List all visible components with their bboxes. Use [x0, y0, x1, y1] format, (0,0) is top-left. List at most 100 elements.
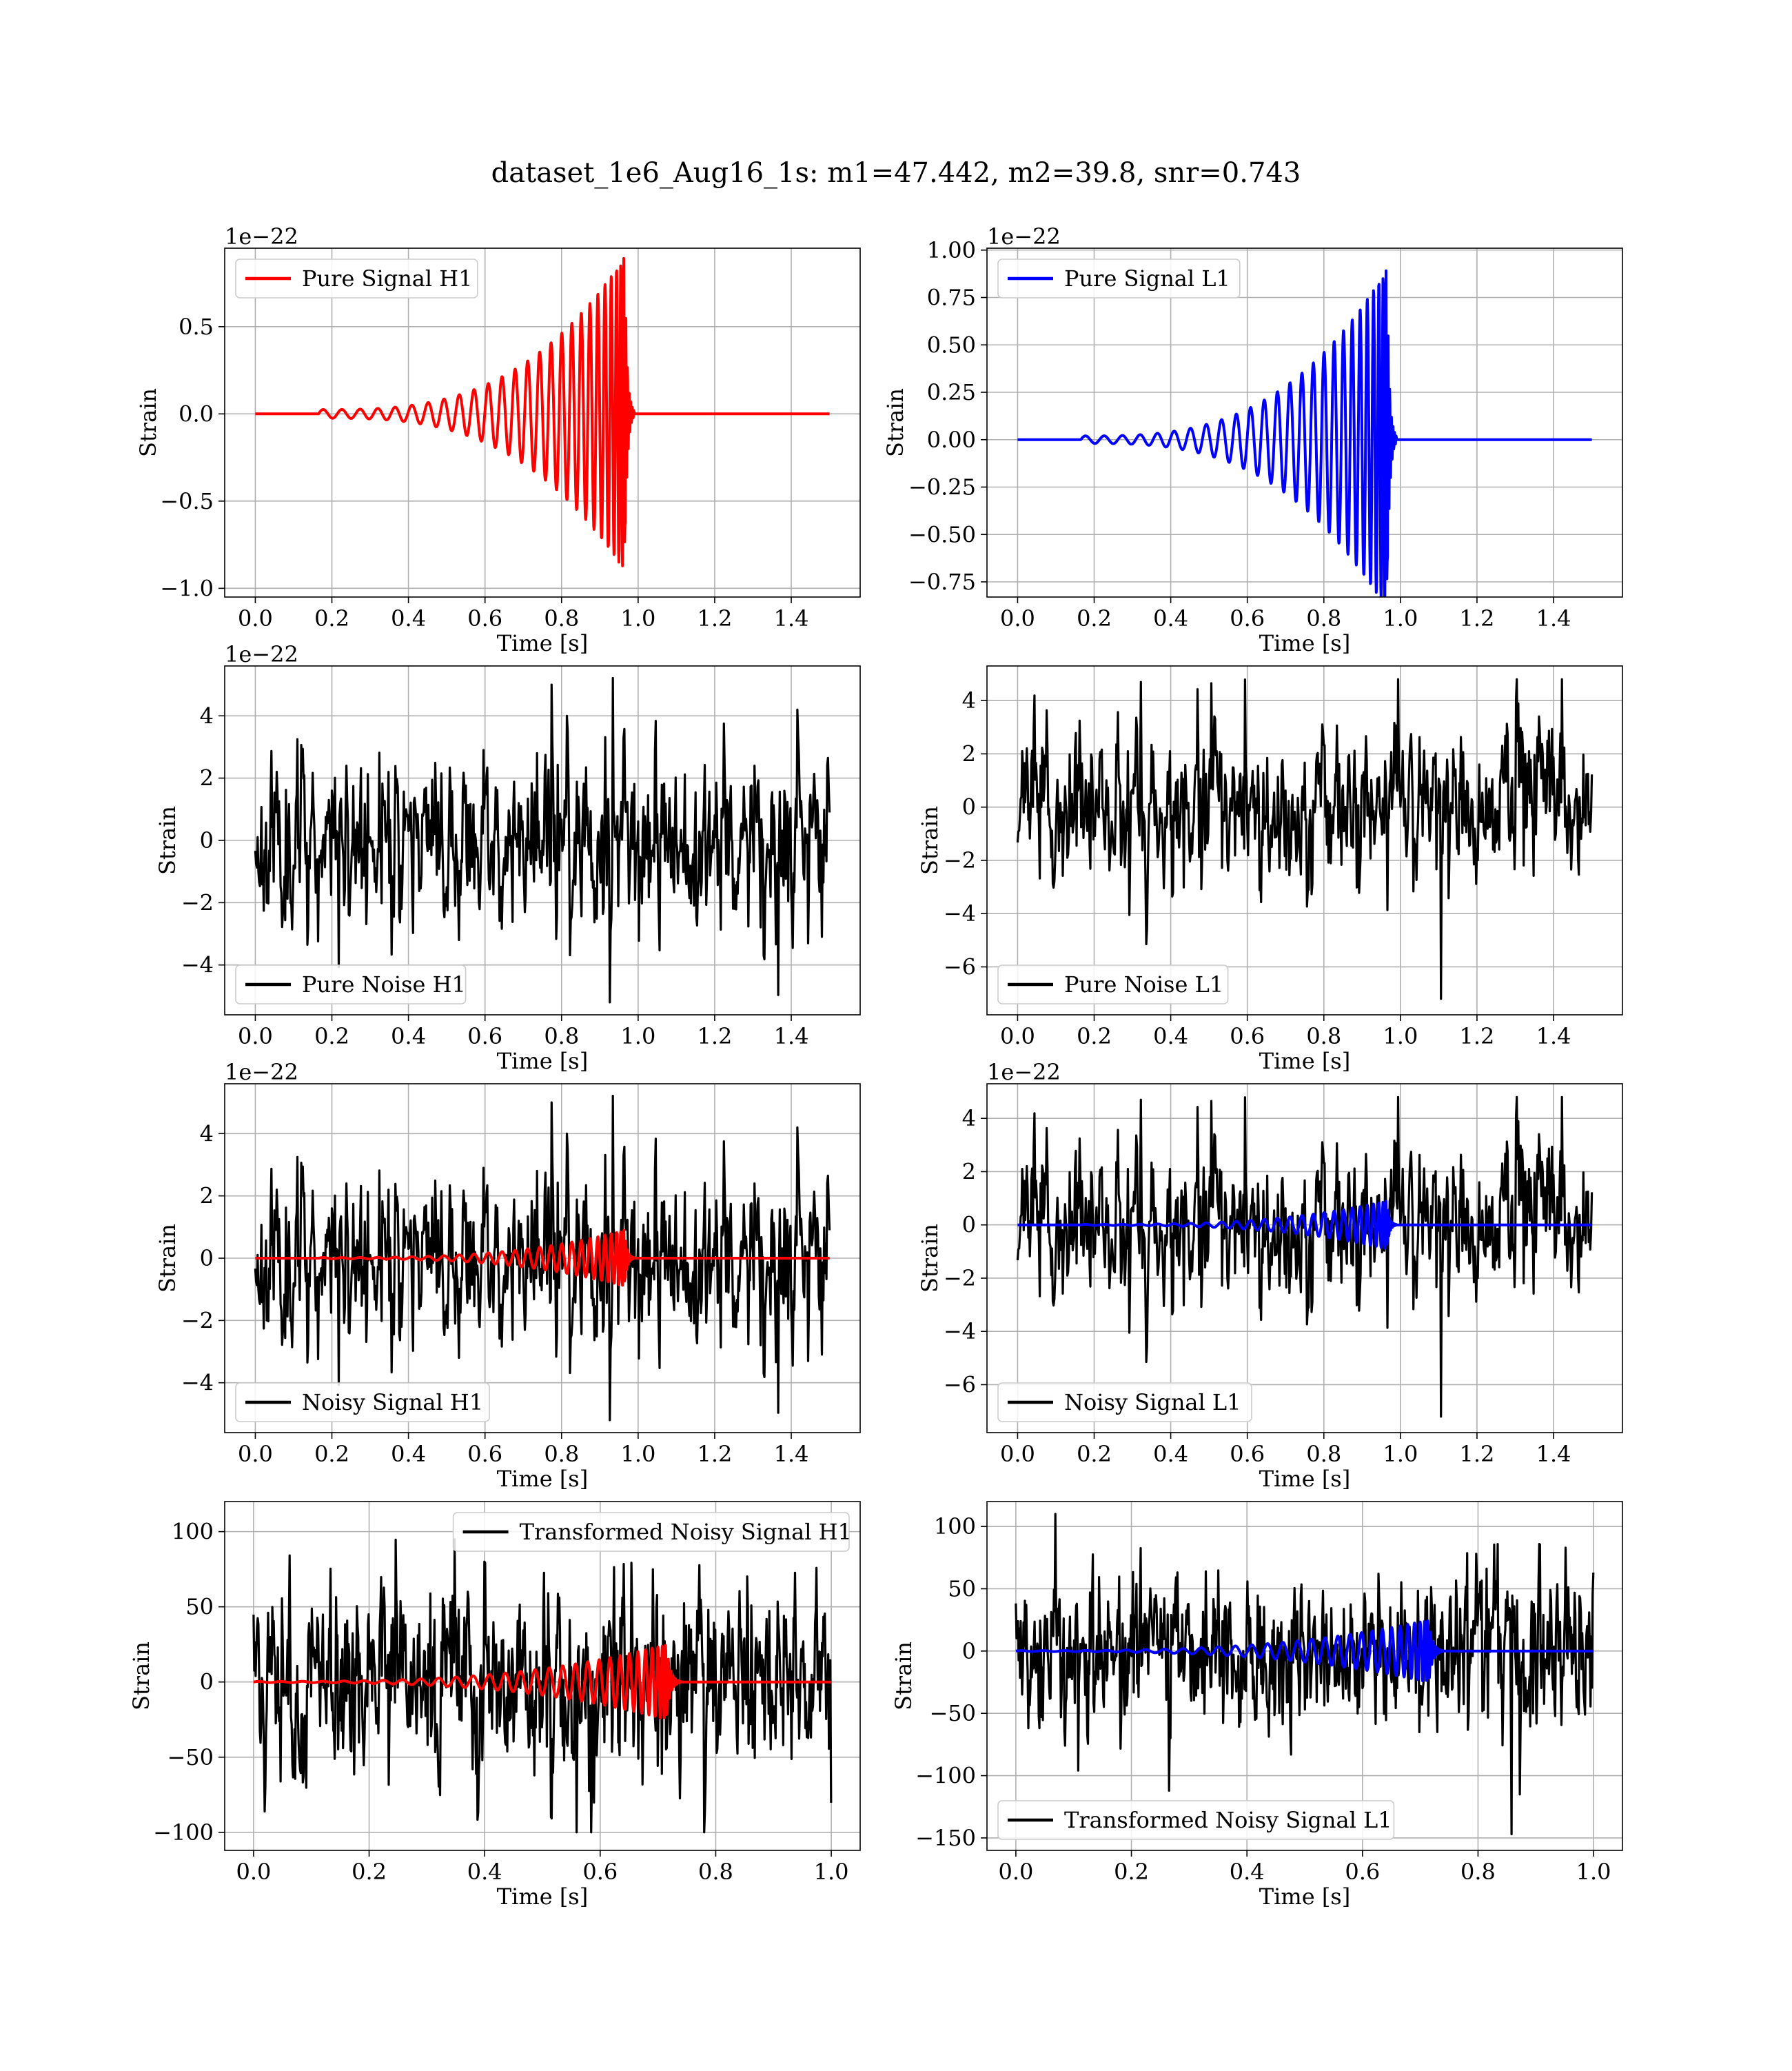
- x-tick-label: 0.4: [467, 1859, 502, 1885]
- x-tick-label: 1.0: [620, 1441, 655, 1467]
- x-tick-label: 0.0: [238, 605, 273, 632]
- y-tick-label: 4: [200, 1120, 214, 1146]
- x-tick-label: 0.6: [467, 605, 502, 632]
- series-line-noise: [1015, 1513, 1595, 1836]
- y-tick-label: 0.00: [927, 427, 976, 453]
- series-line-noise: [254, 676, 831, 1004]
- subplot-transformed-noisy-signal-h1: 0.0 0.2 0.4 0.6 0.8 1.0 −100 −50 0 50 100 Time [s] S…: [128, 1501, 861, 1910]
- series-line-signal: [252, 1644, 833, 1719]
- x-tick-label: 1.0: [620, 1023, 655, 1049]
- grid: [987, 1084, 1622, 1433]
- y-tick-label: −6: [944, 953, 976, 980]
- y-tick-label: −0.50: [908, 521, 976, 547]
- x-tick-label: 0.0: [1000, 605, 1035, 632]
- legend: Pure Signal L1: [997, 259, 1241, 299]
- y-tick-label: 0: [200, 1245, 214, 1271]
- x-tick-label: 0.4: [391, 605, 426, 632]
- y-offset-text: 1e−22: [987, 1059, 1061, 1085]
- legend-box: [997, 1800, 1395, 1840]
- legend-label: Pure Noise H1: [302, 971, 466, 998]
- y-tick-label: −0.5: [160, 488, 214, 514]
- x-axis-label: Time [s]: [1259, 1466, 1350, 1492]
- y-tick-label: −50: [167, 1744, 214, 1770]
- axes-frame: [986, 1501, 1623, 1851]
- x-tick-label: 1.2: [697, 605, 732, 632]
- x-tick-label: 0.4: [391, 1441, 426, 1467]
- legend: Pure Noise L1: [997, 964, 1229, 1004]
- y-tick-label: 50: [948, 1576, 976, 1602]
- x-tick-label: 1.0: [1383, 1441, 1418, 1467]
- y-offset-text: 1e−22: [225, 1059, 298, 1085]
- x-axis-label: Time [s]: [1259, 1883, 1350, 1910]
- x-tick-label: 0.6: [582, 1859, 618, 1885]
- x-tick-label: 1.2: [1459, 1441, 1494, 1467]
- y-tick-label: 4: [962, 1105, 976, 1131]
- x-tick-label: 0.6: [1230, 1441, 1265, 1467]
- y-tick-label: 2: [200, 1183, 214, 1209]
- legend-label: Pure Noise L1: [1064, 971, 1223, 998]
- x-tick-label: 0.0: [236, 1859, 271, 1885]
- y-axis-label: Strain: [917, 1224, 943, 1293]
- y-tick-label: −2: [944, 1265, 976, 1291]
- series-line-signal: [1016, 1200, 1594, 1250]
- x-tick-label: 0.4: [1230, 1859, 1265, 1885]
- x-tick-label: 0.4: [1153, 605, 1188, 632]
- y-axis-label: Strain: [135, 388, 161, 457]
- series-line-noise: [1016, 1095, 1594, 1418]
- axes-frame: [224, 1501, 861, 1851]
- x-tick-label: 1.2: [697, 1023, 732, 1049]
- x-tick-label: 0.8: [1306, 605, 1341, 632]
- y-tick-label: 0.5: [179, 314, 214, 340]
- axes-frame: [986, 247, 1623, 598]
- subplot-noisy-signal-h1: 0.0 0.2 0.4 0.6 0.8 1.0 1.2 1.4 −4 −2 0 2 4 Time [s] S…: [154, 1059, 861, 1492]
- x-tick-label: 0.0: [998, 1859, 1033, 1885]
- x-tick-label: 1.0: [620, 605, 655, 632]
- x-tick-label: 1.0: [1576, 1859, 1611, 1885]
- y-axis-label: Strain: [882, 388, 908, 457]
- legend: Transformed Noisy Signal H1: [452, 1512, 852, 1552]
- legend: Transformed Noisy Signal L1: [997, 1800, 1395, 1840]
- x-tick-label: 0.0: [238, 1441, 273, 1467]
- y-tick-label: 0: [962, 1638, 976, 1664]
- x-tick-label: 0.2: [1077, 1441, 1112, 1467]
- x-tick-label: 0.2: [1077, 1023, 1112, 1049]
- x-tick-label: 1.4: [774, 605, 809, 632]
- y-tick-label: −50: [929, 1700, 976, 1726]
- y-axis-label: Strain: [890, 1641, 917, 1710]
- y-tick-label: 1.00: [927, 237, 976, 263]
- x-tick-label: 0.8: [1306, 1441, 1341, 1467]
- subplot-pure-noise-h1: 0.0 0.2 0.4 0.6 0.8 1.0 1.2 1.4 −4 −2 0 2 4 Time [s] S…: [154, 641, 861, 1074]
- y-axis-label: Strain: [154, 1224, 181, 1293]
- legend-label: Transformed Noisy Signal H1: [520, 1519, 852, 1545]
- y-tick-label: −2: [944, 847, 976, 873]
- series-line-noise: [1016, 678, 1594, 1000]
- legend-box: [997, 964, 1229, 1004]
- y-tick-label: −4: [181, 952, 214, 978]
- legend: Pure Signal H1: [235, 259, 478, 299]
- subplot-pure-signal-l1: 0.0 0.2 0.4 0.6 0.8 1.0 1.2 1.4 −0.75 −0.50 −0.25 0…: [882, 223, 1623, 656]
- x-tick-label: 0.6: [1345, 1859, 1380, 1885]
- x-tick-label: 0.6: [1230, 605, 1265, 632]
- series-line-signal: [254, 256, 831, 567]
- y-tick-label: −100: [915, 1763, 976, 1789]
- y-tick-label: −4: [181, 1370, 214, 1396]
- subplot-noisy-signal-l1: 0.0 0.2 0.4 0.6 0.8 1.0 1.2 1.4 −6 −4 −2 0 2 4 Time [s…: [917, 1059, 1623, 1492]
- axes-frame: [986, 1083, 1623, 1433]
- y-tick-label: 0.50: [927, 332, 976, 358]
- x-tick-label: 0.6: [1230, 1023, 1265, 1049]
- figure-suptitle: dataset_1e6_Aug16_1s: m1=47.442, m2=39.8…: [491, 157, 1301, 189]
- x-axis-label: Time [s]: [497, 1883, 588, 1910]
- y-tick-label: 2: [200, 765, 214, 791]
- y-tick-label: 0.75: [927, 285, 976, 311]
- x-tick-label: 0.8: [544, 1441, 579, 1467]
- x-axis-label: Time [s]: [1259, 630, 1350, 656]
- x-tick-label: 0.2: [352, 1859, 387, 1885]
- x-axis-label: Time [s]: [1259, 1048, 1350, 1074]
- legend: Noisy Signal H1: [235, 1382, 490, 1422]
- x-tick-label: 1.0: [814, 1859, 849, 1885]
- x-axis-label: Time [s]: [497, 1466, 588, 1492]
- y-tick-label: 0: [962, 794, 976, 820]
- legend-label: Noisy Signal H1: [302, 1389, 483, 1415]
- x-tick-label: 0.8: [1460, 1859, 1496, 1885]
